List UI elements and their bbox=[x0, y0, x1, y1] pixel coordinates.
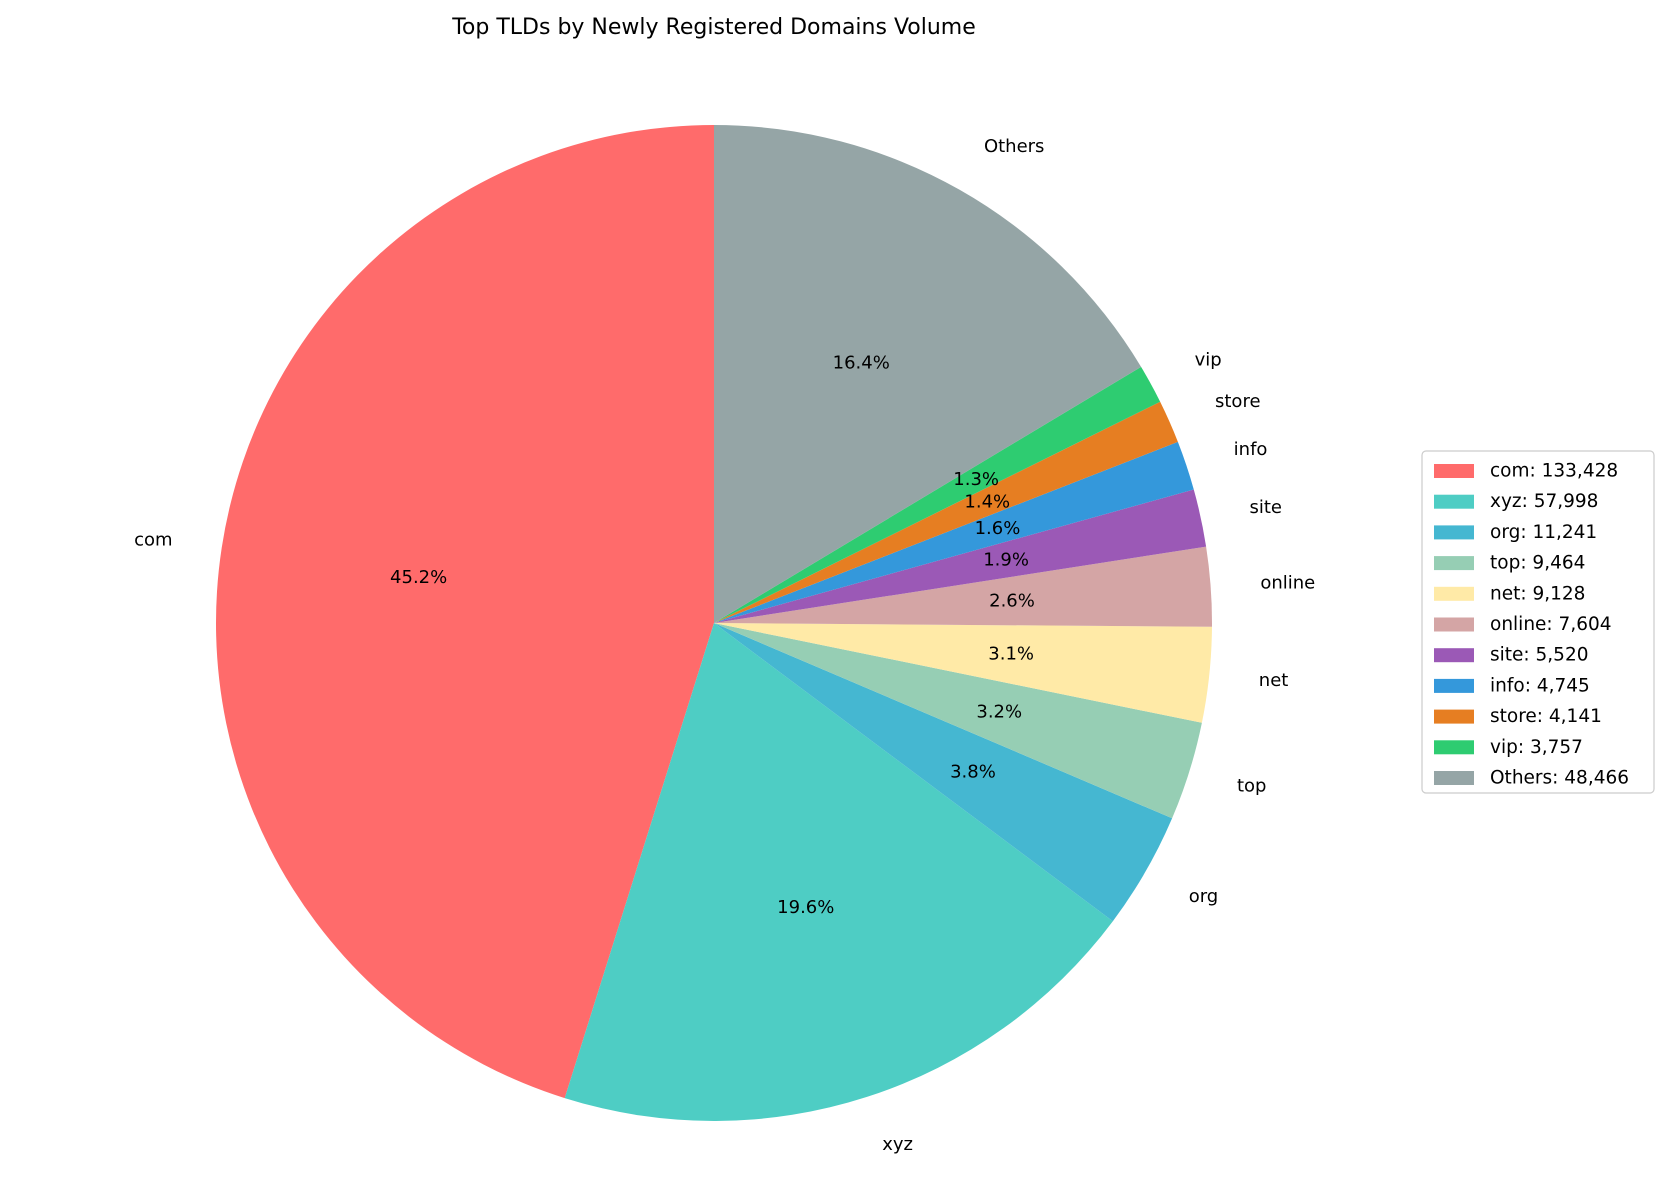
pct-label-site: 1.9% bbox=[983, 549, 1029, 570]
slice-label-online: online bbox=[1260, 572, 1315, 593]
pct-label-top: 3.2% bbox=[976, 701, 1022, 722]
legend: com: 133,428 xyz: 57,998 org: 11,241 top: 9… bbox=[1421, 450, 1655, 794]
pct-label-vip: 1.3% bbox=[953, 469, 999, 490]
slice-com bbox=[215, 125, 714, 1099]
legend-swatch-online bbox=[1434, 617, 1474, 632]
legend-label-org: org: 11,241 bbox=[1490, 522, 1597, 543]
legend-label-vip: vip: 3,757 bbox=[1490, 737, 1583, 758]
legend-swatch-info bbox=[1434, 678, 1474, 693]
legend-label-online: online: 7,604 bbox=[1490, 614, 1612, 635]
legend-swatch-com bbox=[1434, 464, 1474, 478]
slice-label-org: org bbox=[1189, 886, 1219, 907]
legend-label-others: Others: 48,466 bbox=[1490, 768, 1629, 789]
legend-label-site: site: 5,520 bbox=[1490, 645, 1589, 666]
slice-label-others: Others bbox=[984, 136, 1044, 157]
slice-site bbox=[714, 489, 1207, 623]
slice-others bbox=[714, 124, 1142, 623]
slice-online bbox=[714, 546, 1212, 627]
legend-swatch-top bbox=[1434, 556, 1474, 571]
legend-frame bbox=[1421, 450, 1655, 794]
legend-swatch-org bbox=[1434, 525, 1474, 540]
slice-xyz bbox=[564, 623, 1113, 1121]
pct-label-online: 2.6% bbox=[989, 591, 1035, 612]
legend-swatch-others bbox=[1434, 771, 1474, 785]
legend-label-net: net: 9,128 bbox=[1490, 583, 1585, 604]
slice-org bbox=[714, 623, 1173, 922]
legend-label-top: top: 9,464 bbox=[1490, 553, 1585, 574]
slice-top bbox=[714, 623, 1202, 819]
chart-title: Top TLDs by Newly Registered Domains Vol… bbox=[451, 15, 976, 40]
slice-label-info: info bbox=[1234, 439, 1268, 460]
slice-net bbox=[714, 623, 1212, 723]
slice-info bbox=[714, 441, 1194, 623]
pct-label-xyz: 19.6% bbox=[777, 897, 834, 918]
slice-label-site: site bbox=[1249, 497, 1282, 518]
slice-store bbox=[714, 401, 1178, 623]
slice-vip bbox=[714, 366, 1161, 623]
slice-label-xyz: xyz bbox=[882, 1134, 913, 1155]
pct-label-others: 16.4% bbox=[833, 352, 890, 373]
pie-slices bbox=[215, 124, 1212, 1121]
legend-swatch-vip bbox=[1434, 740, 1474, 755]
legend-label-xyz: xyz: 57,998 bbox=[1490, 491, 1598, 512]
legend-swatch-site bbox=[1434, 648, 1474, 663]
legend-label-info: info: 4,745 bbox=[1490, 675, 1590, 696]
pct-label-info: 1.6% bbox=[975, 518, 1021, 539]
pct-label-store: 1.4% bbox=[964, 492, 1010, 513]
pct-label-org: 3.8% bbox=[950, 762, 996, 783]
legend-swatch-net bbox=[1434, 586, 1474, 601]
pie-percent-labels: 45.2% 19.6% 3.8% 3.2% 3.1% 2.6% 1.9% 1.6% 1.4%1.… bbox=[390, 352, 1035, 917]
legend-label-store: store: 4,141 bbox=[1490, 706, 1602, 727]
slice-label-net: net bbox=[1259, 670, 1289, 691]
slice-label-vip: vip bbox=[1195, 350, 1222, 371]
pct-label-com: 45.2% bbox=[390, 567, 447, 588]
pie-slice-labels: com xyz org top net online site info store vip Oth… bbox=[134, 136, 1315, 1155]
legend-label-com: com: 133,428 bbox=[1490, 461, 1618, 482]
pct-label-net: 3.1% bbox=[988, 644, 1034, 665]
legend-swatch-xyz bbox=[1434, 494, 1474, 509]
slice-label-top: top bbox=[1237, 776, 1267, 797]
slice-label-store: store bbox=[1215, 391, 1261, 412]
legend-swatch-store bbox=[1434, 709, 1474, 724]
slice-label-com: com bbox=[134, 529, 172, 550]
